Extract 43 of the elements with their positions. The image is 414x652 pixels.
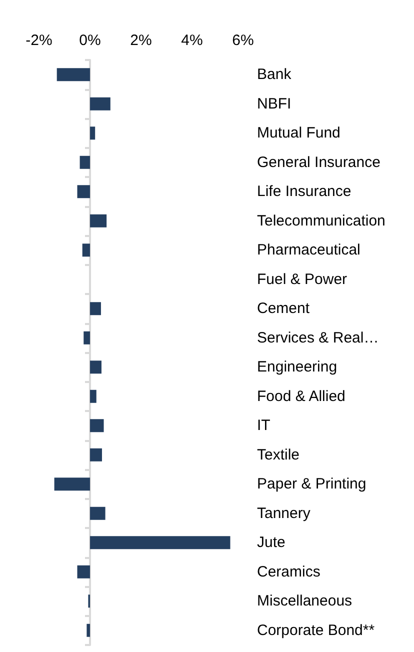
- y-tick-label: General Insurance: [257, 154, 380, 171]
- y-tick-label: Bank: [257, 66, 292, 84]
- bar: [90, 536, 230, 550]
- bar: [90, 390, 96, 403]
- bar: [54, 478, 90, 491]
- y-tick-label: Textile: [257, 446, 300, 464]
- bar: [80, 156, 90, 169]
- y-tick-label: IT: [257, 417, 270, 434]
- x-tick-label: 0%: [79, 32, 101, 49]
- bar: [90, 214, 107, 228]
- y-tick-label: Tannery: [257, 504, 311, 522]
- bar: [86, 624, 90, 637]
- y-tick-label: Miscellaneous: [257, 592, 352, 610]
- y-tick-label: Ceramics: [257, 563, 320, 580]
- y-tick-label: Jute: [257, 534, 286, 552]
- bar: [77, 185, 90, 198]
- x-tick-label: 4%: [181, 32, 203, 49]
- bar: [90, 448, 102, 462]
- bar: [84, 331, 90, 344]
- x-tick-label: 6%: [232, 32, 254, 49]
- y-tick-label: NBFI: [257, 95, 292, 112]
- bar: [90, 302, 101, 316]
- y-tick-label: Food & Allied: [257, 388, 346, 405]
- bar: [77, 565, 90, 578]
- bar: [90, 419, 104, 432]
- bar: [90, 506, 106, 520]
- bar: [90, 126, 96, 140]
- x-tick-label: 2%: [130, 32, 152, 49]
- y-tick-label: Mutual Fund: [257, 124, 340, 142]
- y-tick-label: Corporate Bond**: [257, 622, 375, 639]
- y-tick-label: Fuel & Power: [257, 270, 348, 288]
- y-tick-label: Services & Real…: [257, 329, 379, 346]
- y-tick-label: Paper & Printing: [257, 476, 366, 493]
- bar: [90, 97, 110, 110]
- bar: [56, 68, 90, 82]
- y-tick-label: Life Insurance: [257, 183, 352, 200]
- x-tick-label: -2%: [26, 32, 52, 49]
- y-tick-label: Pharmaceutical: [257, 242, 360, 259]
- y-tick-label: Engineering: [257, 358, 338, 376]
- bar: [90, 360, 102, 374]
- y-tick-label: Cement: [257, 300, 310, 318]
- y-tick-label: Telecommunication: [257, 212, 386, 230]
- bar: [82, 244, 90, 257]
